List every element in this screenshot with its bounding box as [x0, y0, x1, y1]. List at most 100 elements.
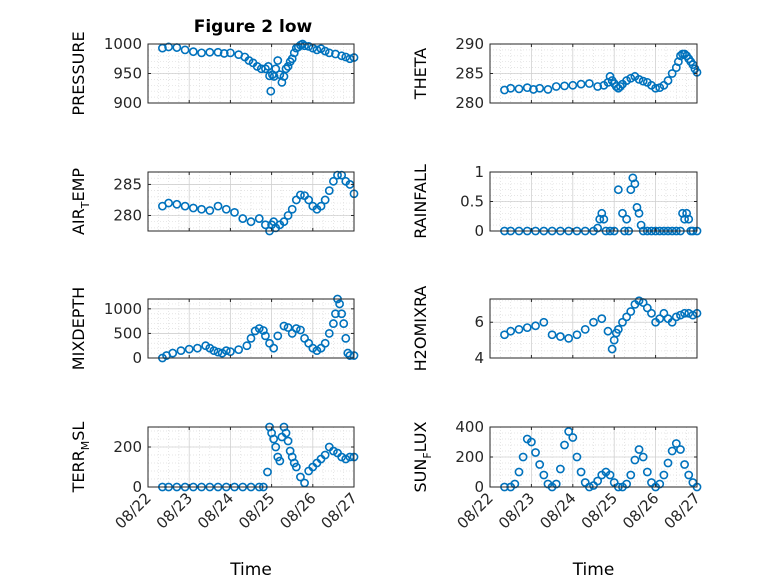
- data-point: [667, 446, 677, 456]
- y-tick-label: 0: [132, 349, 142, 367]
- figure-title: Figure 2 low: [194, 17, 313, 37]
- data-point: [655, 479, 665, 489]
- x-tick-label: 08/25: [578, 489, 621, 532]
- data-point: [514, 467, 524, 477]
- data-point: [168, 348, 178, 358]
- plot-area: [490, 299, 697, 358]
- data-point: [275, 70, 285, 80]
- data-point: [663, 76, 673, 85]
- y-tick-label: 500: [113, 324, 142, 342]
- data-point: [172, 199, 182, 209]
- data-point: [213, 347, 223, 357]
- data-point: [676, 51, 685, 61]
- data-point: [258, 326, 268, 335]
- data-point: [271, 64, 281, 74]
- data-point: [568, 80, 578, 90]
- data-point: [275, 456, 285, 466]
- axes-frame: [147, 171, 355, 232]
- data-point: [296, 325, 305, 335]
- y-axis-label: THETA: [411, 48, 430, 100]
- data-point: [345, 351, 355, 360]
- data-point: [535, 460, 545, 469]
- data-point: [531, 321, 540, 331]
- data-point: [603, 326, 613, 336]
- data-point: [296, 472, 305, 482]
- data-point: [514, 84, 524, 94]
- data-point: [667, 317, 677, 327]
- data-point: [688, 310, 698, 320]
- data-point: [659, 308, 669, 318]
- data-point: [572, 452, 582, 462]
- subplot-h2omixra: 4 6 H2OMIXRA: [411, 286, 702, 371]
- data-point: [500, 330, 509, 340]
- subplot-mixdepth: 0 500 1000 MIXDEPTH: [69, 287, 359, 370]
- y-tick-label: 950: [113, 65, 142, 83]
- y-tick-label: 280: [455, 94, 484, 112]
- y-tick-label: 0.5: [460, 193, 484, 211]
- data-point: [593, 476, 603, 486]
- data-point: [597, 314, 607, 324]
- y-axis-label: TERRMSL: [69, 422, 92, 494]
- data-point: [638, 76, 648, 86]
- subplot-rainfall: 0 0.5 1 RAINFALL: [411, 163, 702, 240]
- data-point: [304, 41, 314, 51]
- data-point: [197, 48, 206, 58]
- data-point: [667, 69, 677, 78]
- data-point: [607, 344, 617, 354]
- data-point: [630, 455, 640, 465]
- data-point: [572, 330, 582, 340]
- data-point: [238, 214, 248, 223]
- data-point: [671, 439, 681, 448]
- data-point: [279, 321, 289, 331]
- data-point: [576, 467, 586, 477]
- data-point: [184, 344, 194, 354]
- data-point: [676, 445, 685, 454]
- data-point: [291, 462, 301, 472]
- data-point: [158, 43, 167, 53]
- x-tick-label: 08/27: [661, 489, 704, 532]
- data-point: [316, 201, 326, 211]
- data-point: [337, 51, 347, 61]
- data-point: [271, 442, 281, 452]
- data-point: [684, 308, 694, 318]
- y-axis-label: PRESSURE: [69, 31, 88, 115]
- data-point: [564, 333, 574, 343]
- data-point: [335, 299, 344, 309]
- data-point: [593, 223, 603, 233]
- y-axis-label: MIXDEPTH: [69, 287, 88, 370]
- data-point: [555, 464, 565, 474]
- data-point: [180, 45, 190, 55]
- data-point: [626, 307, 636, 316]
- data-point: [527, 437, 536, 447]
- data-point: [341, 454, 351, 464]
- subplot-sun_flux: 0200400SUNFLUX08/2208/2308/2408/2508/260…: [411, 418, 704, 580]
- data-point: [576, 79, 586, 89]
- data-point: [180, 201, 190, 211]
- data-point: [246, 217, 256, 227]
- y-tick-label: 0: [132, 478, 142, 496]
- data-point: [551, 82, 561, 91]
- data-point: [339, 319, 349, 328]
- data-point: [580, 324, 590, 334]
- data-point: [320, 46, 330, 56]
- data-point: [261, 331, 270, 341]
- y-axis-label: SUNFLUX: [411, 421, 434, 492]
- data-point: [188, 47, 198, 57]
- data-point: [560, 81, 569, 91]
- data-point: [197, 204, 206, 214]
- data-point: [659, 470, 669, 480]
- y-tick-label: 1: [474, 163, 484, 181]
- subplot-theta: 280 285 290 THETA: [411, 35, 702, 112]
- data-point: [618, 317, 627, 327]
- y-tick-label: 400: [455, 418, 484, 436]
- data-point: [506, 83, 516, 93]
- data-point: [230, 207, 239, 217]
- data-point: [543, 85, 553, 94]
- axes-frame: [489, 298, 698, 359]
- data-point: [589, 317, 598, 327]
- data-point: [320, 195, 330, 205]
- data-point: [684, 214, 694, 224]
- data-point: [616, 82, 625, 91]
- y-tick-label: 200: [455, 448, 484, 466]
